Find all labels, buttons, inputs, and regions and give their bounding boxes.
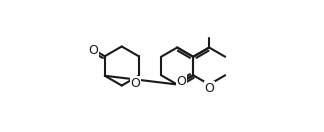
Text: O: O	[204, 82, 214, 95]
Text: O: O	[177, 75, 186, 88]
Text: O: O	[88, 44, 98, 57]
Text: O: O	[130, 77, 140, 90]
